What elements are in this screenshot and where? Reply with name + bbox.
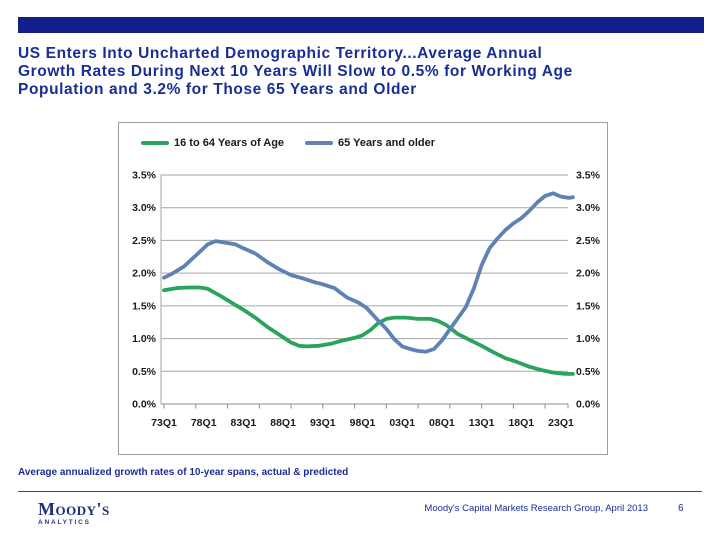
y-tick-label-right: 3.0% (576, 202, 601, 214)
x-tick-label: 03Q1 (389, 417, 415, 429)
y-tick-label-right: 2.0% (576, 268, 601, 280)
x-tick-label: 23Q1 (548, 417, 574, 429)
y-tick-label-left: 0.0% (132, 399, 157, 411)
slide-title-line-3: Population and 3.2% for Those 65 Years a… (18, 81, 417, 98)
x-tick-label: 08Q1 (429, 417, 455, 429)
analytics-logo-subtext: ANALYTICS (38, 519, 91, 526)
y-tick-label-right: 1.5% (576, 300, 601, 312)
footer-divider (18, 491, 702, 492)
growth-rates-chart: 0.0% 0.0% 0.5% 0.5% 1.0% 1.0% 1.5% 1.5% 2.0% 2.0%… (118, 122, 608, 455)
y-tick-label-right: 1.0% (576, 333, 601, 345)
series-line-16-to-64-years (162, 285, 575, 376)
y-tick-label-left: 2.0% (132, 268, 157, 280)
page-number: 6 (678, 503, 684, 514)
legend-item-16-to-64: 16 to 64 Years of Age (141, 136, 284, 150)
y-tick-label-left: 0.5% (132, 366, 157, 378)
moodys-analytics-logo: Moody's ANALYTICS (38, 500, 110, 526)
chart-caption: Average annualized growth rates of 10-ye… (18, 467, 349, 478)
y-tick-label-left: 3.0% (132, 202, 157, 214)
y-tick-label-left: 3.5% (132, 170, 157, 182)
x-tick-label: 88Q1 (270, 417, 296, 429)
x-tick-label: 98Q1 (350, 417, 376, 429)
y-tick-label-right: 0.5% (576, 366, 601, 378)
footer-source-text: Moody's Capital Markets Research Group, … (424, 503, 648, 514)
chart-legend: 16 to 64 Years of Age 65 Years and older (119, 136, 607, 150)
y-tick-label-left: 2.5% (132, 235, 157, 247)
legend-swatch-blue (305, 141, 333, 145)
series-line-65-and-older (162, 191, 575, 354)
y-tick-label-right: 0.0% (576, 399, 601, 411)
header-accent-bar (18, 17, 704, 33)
x-tick-label: 13Q1 (469, 417, 495, 429)
x-tick-label: 73Q1 (151, 417, 177, 429)
x-tick-label: 18Q1 (508, 417, 534, 429)
y-tick-label-right: 2.5% (576, 235, 601, 247)
slide-title-line-1: US Enters Into Uncharted Demographic Ter… (18, 45, 543, 62)
legend-swatch-green (141, 141, 169, 145)
slide-title: US Enters Into Uncharted Demographic Ter… (18, 45, 718, 99)
x-tick-label: 78Q1 (191, 417, 217, 429)
x-tick-label: 93Q1 (310, 417, 336, 429)
legend-label-65-older: 65 Years and older (338, 137, 436, 149)
slide-title-line-2: Growth Rates During Next 10 Years Will S… (18, 63, 573, 80)
y-tick-label-left: 1.5% (132, 300, 157, 312)
growth-chart-svg: 0.0% 0.0% 0.5% 0.5% 1.0% 1.0% 1.5% 1.5% 2.0% 2.0%… (132, 170, 601, 430)
moodys-logo-wordmark: Moody's (38, 499, 110, 519)
legend-item-65-older: 65 Years and older (305, 136, 435, 150)
y-tick-label-right: 3.5% (576, 170, 601, 182)
x-tick-label: 83Q1 (231, 417, 257, 429)
y-tick-label-left: 1.0% (132, 333, 157, 345)
legend-label-16-to-64: 16 to 64 Years of Age (174, 137, 285, 149)
